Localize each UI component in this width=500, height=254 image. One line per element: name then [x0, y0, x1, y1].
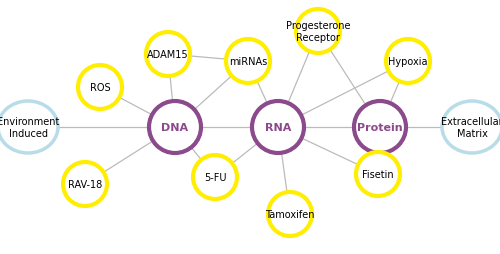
- Text: ROS: ROS: [90, 83, 110, 93]
- Ellipse shape: [442, 102, 500, 153]
- Text: DNA: DNA: [162, 122, 188, 133]
- Text: Protein: Protein: [357, 122, 403, 133]
- Text: 5-FU: 5-FU: [204, 172, 226, 182]
- Text: Extracellular
Matrix: Extracellular Matrix: [441, 117, 500, 138]
- Text: RAV-18: RAV-18: [68, 179, 102, 189]
- Text: ADAM15: ADAM15: [147, 50, 189, 60]
- Text: Environment
Induced: Environment Induced: [0, 117, 59, 138]
- Text: Tamoxifen: Tamoxifen: [265, 209, 315, 219]
- Text: miRNAs: miRNAs: [229, 57, 267, 67]
- Circle shape: [356, 152, 400, 196]
- Circle shape: [78, 66, 122, 109]
- Text: Fisetin: Fisetin: [362, 169, 394, 179]
- Circle shape: [252, 102, 304, 153]
- Circle shape: [296, 10, 340, 54]
- Circle shape: [386, 40, 430, 84]
- Text: Progesterone
Receptor: Progesterone Receptor: [286, 21, 350, 43]
- Circle shape: [146, 33, 190, 77]
- Text: RNA: RNA: [265, 122, 291, 133]
- Text: Hypoxia: Hypoxia: [388, 57, 428, 67]
- Ellipse shape: [0, 102, 58, 153]
- Circle shape: [268, 192, 312, 236]
- Circle shape: [226, 40, 270, 84]
- Circle shape: [193, 155, 237, 199]
- Circle shape: [354, 102, 406, 153]
- Circle shape: [149, 102, 201, 153]
- Circle shape: [63, 162, 107, 206]
